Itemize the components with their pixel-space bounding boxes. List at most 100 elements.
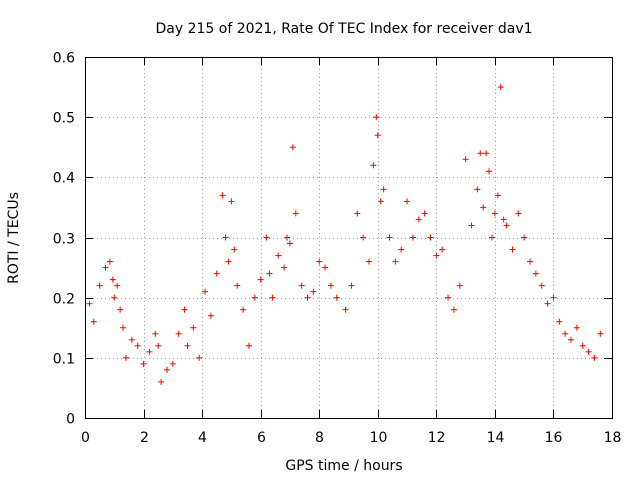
y-tick-label: 0.2	[53, 292, 75, 308]
data-point	[86, 300, 93, 307]
data-point	[474, 186, 481, 193]
data-point	[377, 198, 384, 205]
data-point	[222, 234, 229, 241]
data-point	[90, 318, 97, 325]
data-point	[298, 282, 305, 289]
data-point	[275, 252, 282, 259]
y-tick-label: 0	[66, 412, 75, 428]
data-point	[196, 354, 203, 361]
data-point	[269, 294, 276, 301]
data-point	[251, 294, 258, 301]
data-point	[421, 210, 428, 217]
data-point	[202, 288, 209, 295]
data-point	[374, 132, 381, 139]
data-point	[486, 168, 493, 175]
data-point	[219, 192, 226, 199]
data-point	[175, 330, 182, 337]
data-point	[245, 342, 252, 349]
data-point	[289, 144, 296, 151]
data-point	[234, 282, 241, 289]
data-point	[304, 294, 311, 301]
data-point	[348, 282, 355, 289]
x-tick-label: 10	[370, 430, 388, 446]
chart-title: Day 215 of 2021, Rate Of TEC Index for r…	[155, 21, 532, 37]
data-point	[128, 336, 135, 343]
data-point	[240, 306, 247, 313]
ticks: 0 2 4 6 8 10 12 14 16 18 0 0.1 0.2 0.3 0.4 0.5 0.6	[53, 51, 622, 447]
data-point	[521, 234, 528, 241]
data-point	[281, 264, 288, 271]
data-point	[415, 216, 422, 223]
grid	[85, 57, 612, 418]
data-point	[468, 222, 475, 229]
data-point	[370, 162, 377, 169]
data-point	[568, 336, 575, 343]
data-point	[515, 210, 522, 217]
data-point	[102, 264, 109, 271]
y-axis-label: ROTI / TECUs	[6, 192, 22, 284]
data-point	[120, 324, 127, 331]
x-tick-label: 12	[428, 430, 446, 446]
data-point	[257, 276, 264, 283]
data-point	[597, 330, 604, 337]
data-point	[284, 234, 291, 241]
data-point	[146, 348, 153, 355]
x-tick-label: 14	[487, 430, 505, 446]
data-point	[445, 294, 452, 301]
x-tick-label: 0	[81, 430, 90, 446]
data-point	[333, 294, 340, 301]
data-point	[480, 204, 487, 211]
data-point	[503, 222, 510, 229]
data-point	[263, 234, 270, 241]
data-point	[155, 342, 162, 349]
data-point	[360, 234, 367, 241]
data-point	[573, 324, 580, 331]
data-point	[556, 318, 563, 325]
data-point	[207, 312, 214, 319]
data-point	[579, 342, 586, 349]
x-tick-label: 6	[257, 430, 266, 446]
data-point	[122, 354, 129, 361]
y-tick-label: 0.5	[53, 111, 75, 127]
data-point	[450, 306, 457, 313]
data-point	[550, 294, 557, 301]
data-point	[456, 282, 463, 289]
data-point	[386, 234, 393, 241]
data-point	[409, 234, 416, 241]
data-point	[591, 354, 598, 361]
data-point	[228, 198, 235, 205]
data-point	[354, 210, 361, 217]
data-point	[266, 270, 273, 277]
data-points	[86, 84, 604, 385]
data-point	[538, 282, 545, 289]
data-point	[231, 246, 238, 253]
data-point	[181, 306, 188, 313]
data-point	[106, 258, 113, 265]
data-point	[488, 234, 495, 241]
data-point	[483, 150, 490, 157]
data-point	[404, 198, 411, 205]
data-point	[114, 282, 121, 289]
data-point	[96, 282, 103, 289]
data-point	[163, 366, 170, 373]
data-point	[527, 258, 534, 265]
data-point	[213, 270, 220, 277]
y-tick-label: 0.6	[53, 51, 75, 67]
data-point	[491, 210, 498, 217]
data-point	[134, 342, 141, 349]
y-tick-label: 0.3	[53, 232, 75, 248]
data-point	[190, 324, 197, 331]
data-point	[225, 258, 232, 265]
data-point	[169, 360, 176, 367]
data-point	[433, 252, 440, 259]
data-point	[111, 294, 118, 301]
data-point	[462, 156, 469, 163]
data-point	[532, 270, 539, 277]
data-point	[392, 258, 399, 265]
data-point	[365, 258, 372, 265]
data-point	[152, 330, 159, 337]
data-point	[292, 210, 299, 217]
y-tick-label: 0.4	[53, 171, 75, 187]
data-point	[286, 240, 293, 247]
x-tick-label: 16	[545, 430, 563, 446]
